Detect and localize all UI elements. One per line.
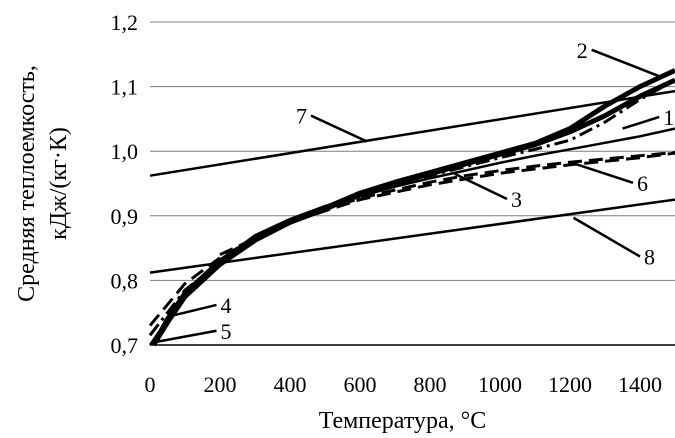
callouts: 1 2 3 45 6 7 8 bbox=[156, 38, 674, 344]
callout-label-5: 5 bbox=[221, 319, 232, 344]
callout-label-8: 8 bbox=[644, 244, 655, 269]
x-tick-label: 1000 bbox=[478, 372, 522, 397]
y-axis-title-line-1: Средняя теплоемкость, bbox=[14, 65, 40, 302]
callout-label-6: 6 bbox=[637, 171, 648, 196]
x-tick-label: 800 bbox=[414, 372, 447, 397]
y-axis-title-line-2: кДж/(кг·К) bbox=[46, 127, 72, 240]
y-tick-label: 1,1 bbox=[111, 75, 139, 100]
x-tick-label: 1400 bbox=[618, 372, 662, 397]
callout-leader-4 bbox=[170, 303, 217, 318]
series-line-5 bbox=[148, 78, 675, 337]
series-line-8 bbox=[149, 198, 675, 274]
x-tick-label: 400 bbox=[274, 372, 307, 397]
gridlines bbox=[150, 21, 675, 281]
x-axis-title: Температура, °С bbox=[319, 408, 487, 434]
callout-leader-3 bbox=[453, 172, 508, 201]
x-tick-label: 200 bbox=[204, 372, 237, 397]
y-tick-label: 0,9 bbox=[111, 204, 139, 229]
series-line-4 bbox=[148, 151, 675, 327]
x-tick-label: 600 bbox=[344, 372, 377, 397]
callout-label-7: 7 bbox=[296, 104, 307, 129]
callout-label-2: 2 bbox=[577, 38, 588, 63]
y-tick-label: 0,7 bbox=[111, 333, 139, 358]
callout-leader-6 bbox=[569, 160, 634, 185]
callout-leader-8 bbox=[572, 216, 641, 258]
callout-label-1: 1 bbox=[663, 105, 674, 130]
series-line-1 bbox=[151, 77, 675, 347]
callout-label-3: 3 bbox=[511, 187, 522, 212]
callout-leader-5 bbox=[156, 329, 217, 343]
x-tick-label: 1200 bbox=[548, 372, 592, 397]
y-tick-label: 0,8 bbox=[111, 268, 139, 293]
y-tick-label: 1,2 bbox=[111, 10, 139, 35]
callout-leader-7 bbox=[310, 114, 368, 143]
callout-leader-1 bbox=[622, 115, 660, 130]
series-line-2 bbox=[151, 68, 675, 347]
callout-leader-2 bbox=[591, 48, 662, 79]
y-tick-label: 1,0 bbox=[111, 139, 139, 164]
callout-label-4: 4 bbox=[221, 293, 232, 318]
series-lines bbox=[148, 68, 675, 347]
tick-labels: 0,7 0,8 0,9 1,0 1,1 1,2 0 200 400 600 800 1000 1200 1… bbox=[111, 10, 663, 397]
series-line-7 bbox=[149, 89, 675, 177]
x-tick-label: 0 bbox=[145, 372, 156, 397]
